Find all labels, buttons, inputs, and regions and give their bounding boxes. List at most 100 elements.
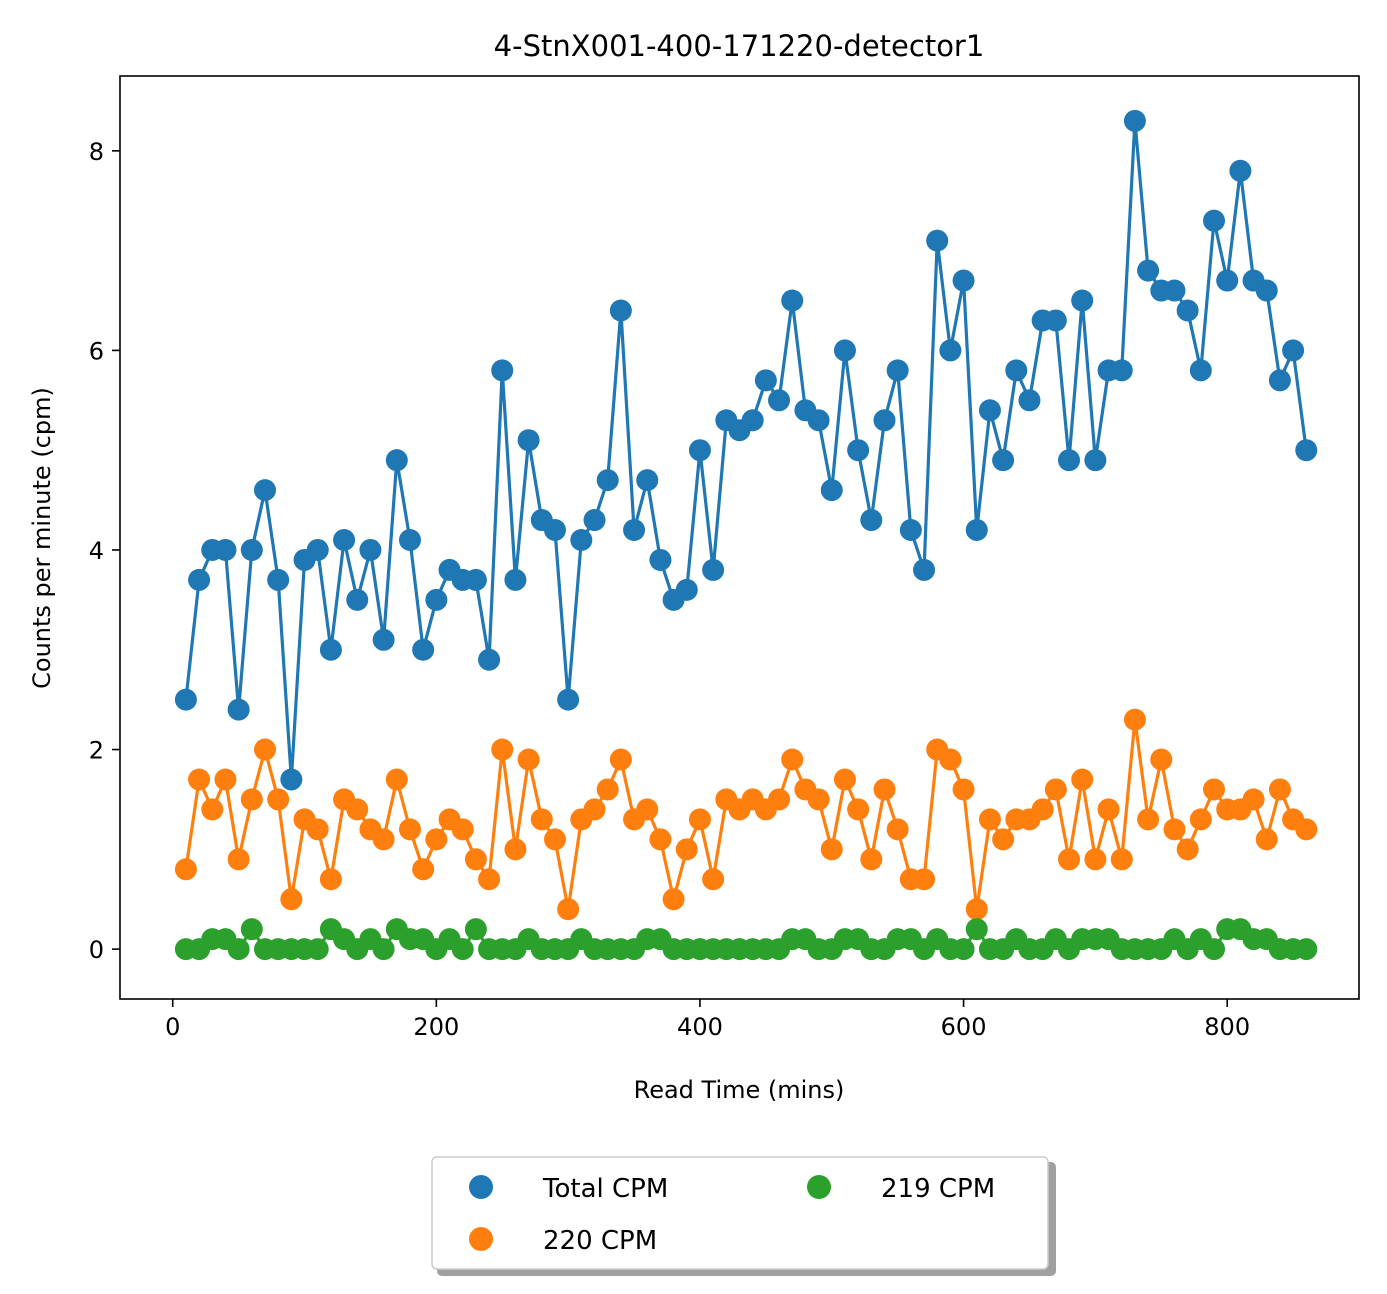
data-point [504,838,527,861]
data-point [913,558,936,581]
data-point [464,568,487,591]
data-point [1044,778,1067,801]
data-point [280,768,303,791]
data-point [1203,938,1226,961]
data-point [873,409,896,432]
data-point [1018,389,1041,412]
data-point [306,938,329,961]
data-point [227,848,250,871]
data-point [768,788,791,811]
data-point [1268,778,1291,801]
data-point [688,439,711,462]
x-tick-label: 400 [677,1013,723,1041]
data-point [1203,778,1226,801]
data-point [504,568,527,591]
data-point [451,818,474,841]
data-point [1110,359,1133,382]
data-point [702,558,725,581]
data-point [952,269,975,292]
data-point [609,748,632,771]
legend-label: 219 CPM [881,1174,995,1204]
data-point [464,918,487,941]
data-point [570,528,593,551]
data-point [939,339,962,362]
data-point [1031,798,1054,821]
legend-label: 220 CPM [543,1226,657,1256]
data-point [174,858,197,881]
series-line [184,119,1308,782]
data-point [992,449,1015,472]
y-tick-label: 6 [89,337,104,365]
data-point [372,828,395,851]
data-point [952,938,975,961]
data-point [583,509,606,532]
data-point [346,798,369,821]
data-point [1097,798,1120,821]
y-axis-label: Counts per minute (cpm) [28,387,56,689]
data-point [214,768,237,791]
data-point [781,289,804,312]
data-point [886,818,909,841]
data-point [1163,818,1186,841]
data-point [543,828,566,851]
data-point [609,299,632,322]
data-point [319,868,342,891]
legend-marker [469,1227,493,1251]
chart-title: 4-StnX001-400-171220-detector1 [494,29,985,63]
data-point [847,798,870,821]
x-axis: 0 200 400 600 800 [165,999,1250,1041]
data-point [319,638,342,661]
data-point [1084,449,1107,472]
data-point [491,359,514,382]
data-point [649,548,672,571]
data-point [978,399,1001,422]
data-point [649,828,672,851]
data-point [398,528,421,551]
data-point [174,688,197,711]
data-point [623,519,646,542]
legend-item: 219 CPM [807,1174,995,1204]
data-point [978,808,1001,831]
data-point [662,888,685,911]
data-point [1071,289,1094,312]
x-axis-label: Read Time (mins) [634,1076,845,1104]
data-point [240,788,263,811]
data-point [741,409,764,432]
y-tick-label: 0 [89,936,104,964]
data-point [636,469,659,492]
data-point [596,778,619,801]
data-point [201,798,224,821]
data-point [346,588,369,611]
data-point [1005,359,1028,382]
data-point [372,938,395,961]
plot-frame [119,75,1360,1000]
data-point [833,768,856,791]
y-tick-label: 8 [89,138,104,166]
data-point [1242,788,1265,811]
data-point [939,748,962,771]
data-point [385,768,408,791]
data-point [754,369,777,392]
data-point [1203,209,1226,232]
data-point [491,738,514,761]
legend: Total CPM 220 CPM 219 CPM [431,1156,1056,1276]
legend-box [431,1156,1049,1270]
data-point [1189,359,1212,382]
legend-label: Total CPM [542,1174,668,1204]
data-point [1058,449,1081,472]
data-point [188,568,211,591]
legend-item: 220 CPM [469,1226,657,1256]
legend-item: Total CPM [469,1174,668,1204]
plot-area [174,109,1318,961]
data-point [267,568,290,591]
data-point [333,528,356,551]
data-point [1044,309,1067,332]
data-point [688,808,711,831]
data-point [359,538,382,561]
data-point [188,768,211,791]
data-point [675,838,698,861]
data-point [886,359,909,382]
data-point [280,888,303,911]
data-point [1282,339,1305,362]
